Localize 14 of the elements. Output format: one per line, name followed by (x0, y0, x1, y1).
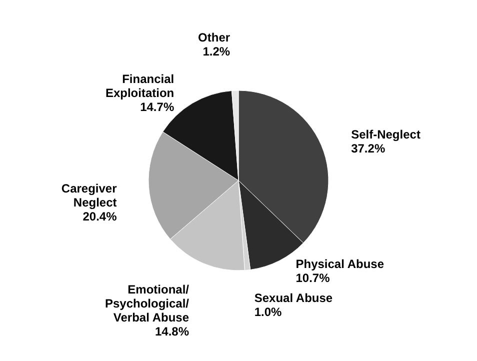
slice-label: Financial Exploitation (105, 72, 174, 100)
data-label: 20.4% (82, 210, 118, 224)
data-label: 1.0% (254, 304, 282, 319)
data-label: 14.7% (140, 100, 174, 114)
data-label: 10.7% (296, 270, 330, 285)
slice-label: Sexual Abuse (254, 290, 333, 305)
data-label: 14.8% (154, 324, 190, 338)
data-label: 1.2% (202, 44, 230, 59)
data-label: 37.2% (351, 141, 386, 156)
slice-label: Self-Neglect (351, 127, 420, 142)
slice-label: Caregiver Neglect (61, 182, 118, 210)
slice-label: Other (198, 30, 230, 45)
slice-label: Emotional/ Psychological/ Verbal Abuse (104, 282, 190, 324)
slice-label: Physical Abuse (296, 256, 384, 271)
